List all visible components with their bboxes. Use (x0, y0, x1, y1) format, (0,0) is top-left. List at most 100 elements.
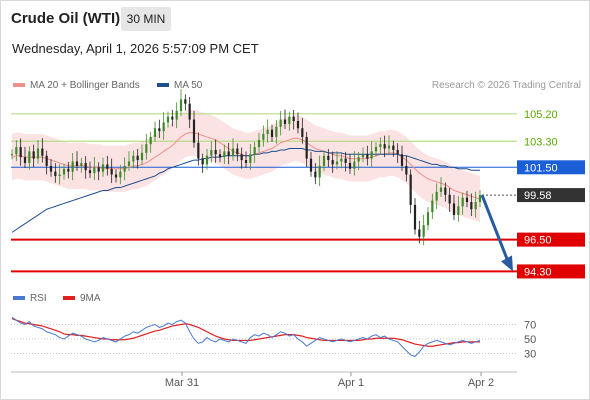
candle-body-11 (58, 174, 61, 176)
datetime-label: Wednesday, April 1, 2026 5:57:09 PM CET (12, 41, 259, 56)
candle-body-100 (444, 187, 447, 195)
candle-body-92 (409, 174, 412, 205)
forecast-arrow-head (501, 255, 513, 272)
candle-body-72 (322, 155, 326, 166)
candle-body-24 (114, 174, 118, 178)
candle-body-40 (184, 99, 187, 104)
candle-body-42 (192, 119, 196, 143)
forecast-arrow-shaft (480, 194, 510, 262)
legend-swatch-ma20 (13, 83, 25, 88)
candle-body-0 (10, 154, 14, 156)
candle-body-25 (119, 171, 122, 178)
resistance-label-1: 103.30 (524, 136, 558, 148)
candle-body-61 (275, 126, 278, 137)
support-label-4: 96.50 (524, 235, 552, 247)
timeframe-button[interactable]: 30 MIN (121, 7, 171, 31)
candle-body-39 (179, 99, 183, 111)
candle-body-54 (244, 160, 248, 163)
candle-body-77 (344, 158, 347, 163)
legend-swatch-ma50 (157, 83, 169, 88)
candle-body-23 (110, 168, 113, 175)
candle-body-90 (400, 154, 404, 166)
candle-body-94 (418, 229, 421, 237)
candle-body-88 (392, 145, 395, 150)
candle-body-96 (426, 212, 430, 226)
candle-body-12 (62, 168, 66, 175)
x-tick-label-0: Mar 31 (165, 377, 199, 389)
rsi-ma9-line (11, 318, 480, 347)
candle-body-70 (314, 171, 317, 178)
candle-body-17 (84, 162, 87, 171)
pivot-label: 101.50 (524, 162, 558, 174)
candle-body-13 (67, 168, 70, 172)
rsi-level-label-0: 70 (524, 320, 536, 332)
candle-body-21 (101, 164, 105, 172)
candle-body-87 (387, 145, 391, 149)
candle-body-107 (474, 202, 477, 210)
candle-body-76 (340, 158, 343, 162)
candle-body-98 (435, 191, 438, 201)
candle-body-43 (197, 142, 200, 159)
candle-body-10 (54, 171, 57, 176)
candle-body-59 (266, 129, 269, 135)
candle-body-73 (327, 155, 330, 161)
candle-body-89 (396, 149, 399, 155)
candle-body-7 (41, 148, 44, 156)
legend-item-rsi: RSI (13, 293, 47, 304)
candle-body-79 (353, 161, 356, 169)
candle-body-99 (439, 187, 443, 192)
last-price-label: 99.58 (524, 190, 552, 202)
legend-swatch-9ma (63, 296, 75, 301)
candle-body-104 (461, 197, 464, 207)
candle-body-37 (171, 116, 174, 120)
candle-body-56 (253, 147, 256, 155)
candle-body-81 (361, 154, 365, 158)
candle-body-52 (236, 148, 239, 155)
candle-body-5 (32, 151, 35, 159)
x-tick-label-2: Apr 2 (468, 377, 494, 389)
candle-body-78 (348, 162, 352, 169)
candle-body-66 (296, 121, 300, 129)
candle-body-74 (331, 160, 334, 165)
candle-body-15 (75, 161, 79, 166)
candle-body-28 (132, 155, 135, 162)
candle-body-91 (405, 165, 408, 175)
candle-body-75 (335, 161, 339, 165)
candle-body-105 (465, 197, 469, 203)
legend-item-ma50: MA 50 (157, 80, 202, 91)
legend-item-ma20: MA 20 + Bollinger Bands (13, 80, 140, 91)
candle-body-30 (140, 152, 144, 161)
last-price-tag (517, 188, 585, 203)
candle-body-26 (123, 165, 126, 172)
candle-body-80 (357, 157, 360, 162)
candle-body-46 (210, 149, 213, 156)
candle-body-4 (28, 151, 31, 163)
candle-body-31 (145, 144, 148, 153)
candle-body-83 (370, 151, 373, 159)
candle-body-18 (88, 170, 92, 174)
resistance-label-0: 105.20 (524, 109, 558, 121)
legend-label-ma50: MA 50 (174, 80, 203, 91)
candle-body-53 (240, 154, 243, 161)
candle-body-51 (231, 148, 235, 156)
candle-body-1 (15, 147, 18, 155)
candle-body-33 (153, 128, 157, 137)
candle-body-97 (431, 200, 434, 213)
candle-body-69 (309, 158, 313, 172)
candle-body-50 (227, 151, 230, 156)
candle-body-64 (288, 116, 291, 124)
candle-body-101 (448, 194, 451, 204)
support-tag-4 (517, 232, 585, 247)
rsi-level-label-1: 50 (524, 334, 536, 346)
candle-body-108 (478, 195, 482, 203)
candle-body-93 (413, 204, 417, 230)
candle-body-20 (97, 167, 100, 172)
candle-body-36 (166, 116, 170, 123)
candle-body-27 (127, 161, 131, 166)
candle-body-57 (257, 139, 261, 148)
candle-body-62 (279, 119, 282, 127)
candle-body-38 (175, 110, 178, 120)
candle-body-60 (270, 129, 274, 137)
candle-body-8 (45, 155, 48, 166)
candle-body-103 (457, 206, 460, 216)
